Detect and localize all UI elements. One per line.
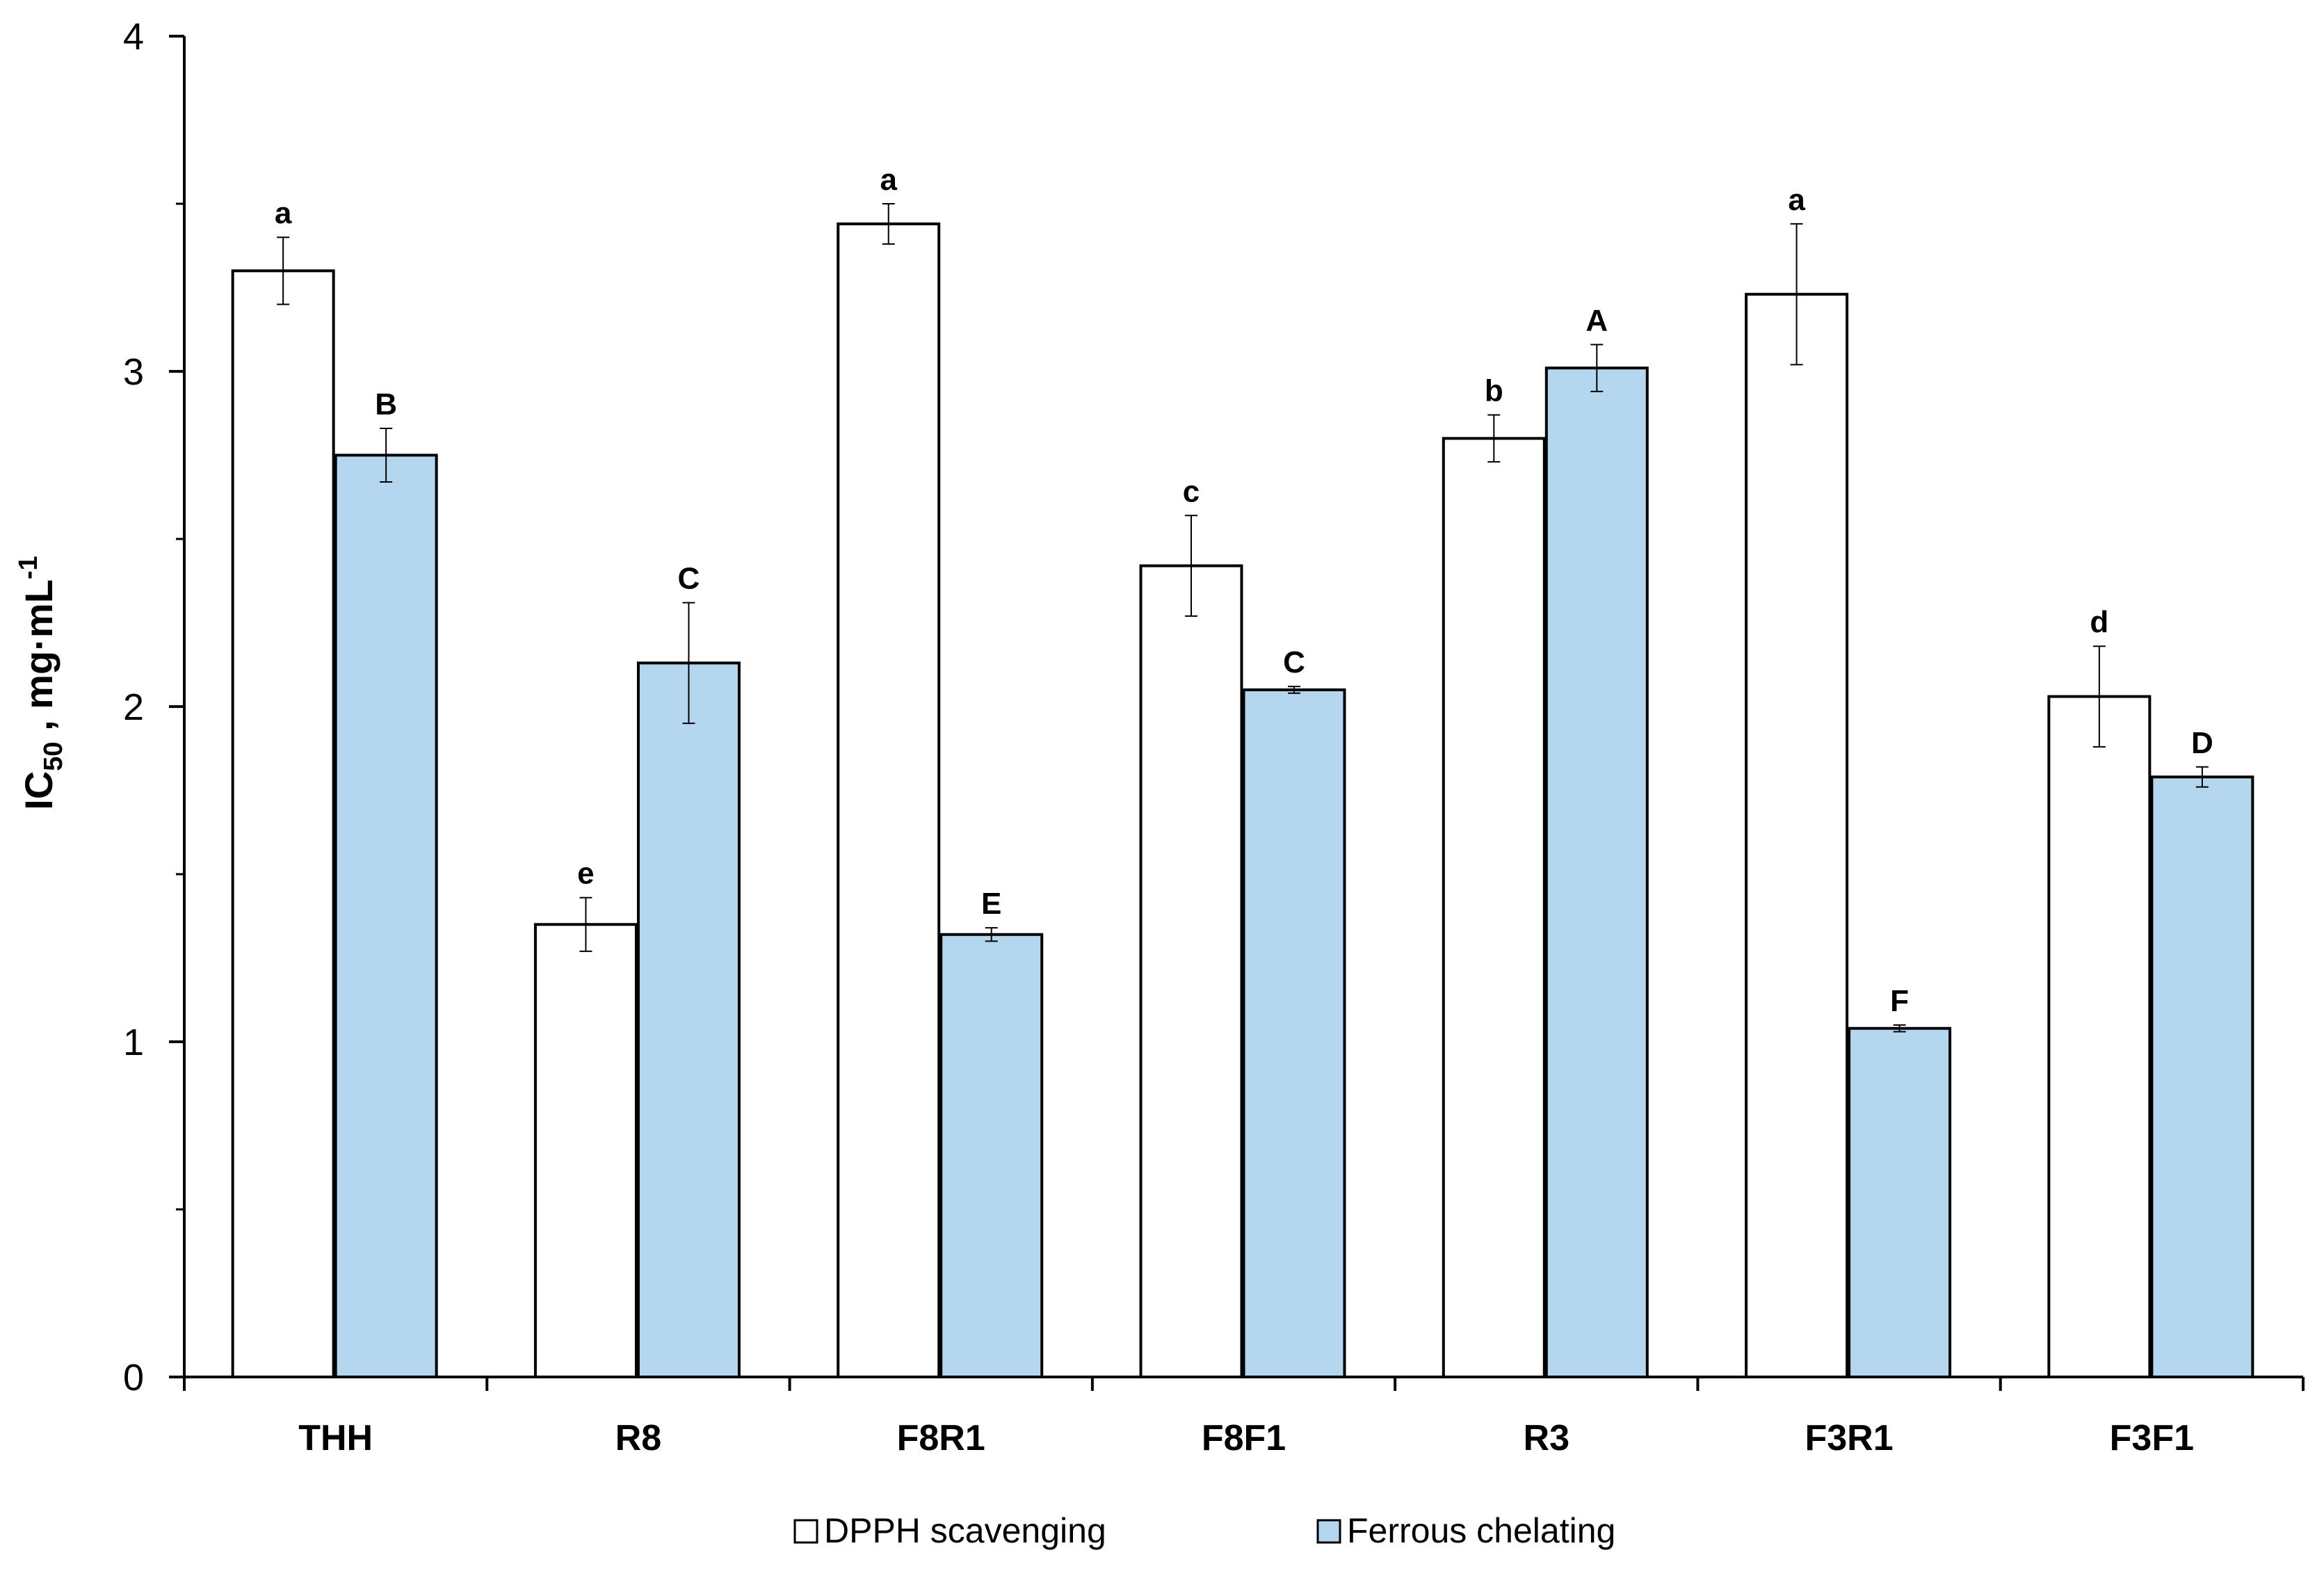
bar-dpph-f8f1 [1139, 564, 1243, 1378]
y-tick-label: 2 [123, 686, 144, 728]
legend-label-ferrous: Ferrous chelating [1347, 1511, 1615, 1550]
legend-swatch-ferrous [1316, 1519, 1341, 1544]
significance-letter: C [1283, 645, 1305, 679]
y-tick-label: 0 [123, 1357, 144, 1399]
significance-letter: E [981, 887, 1001, 921]
legend-swatch-dpph [793, 1519, 818, 1544]
significance-letter: a [880, 163, 897, 197]
x-tick-label-f3f1: F3F1 [2110, 1418, 2194, 1458]
legend: DPPH scavenging Ferrous chelating [793, 1511, 1615, 1550]
plot-area: a e a c b a d B C E C A F D [231, 163, 2254, 1379]
y-tick-label: 4 [123, 16, 144, 58]
significance-letter: C [678, 562, 700, 596]
significance-letter: F [1890, 984, 1909, 1018]
significance-letter: A [1585, 303, 1608, 337]
bar-ferrous-thh [334, 453, 438, 1378]
y-tick-label: 3 [123, 351, 144, 393]
significance-letter: a [275, 196, 292, 230]
significance-letter: e [577, 857, 594, 891]
bar-dpph-thh [231, 269, 335, 1378]
legend-label-dpph: DPPH scavenging [824, 1511, 1106, 1550]
x-tick-label-f8f1: F8F1 [1202, 1418, 1286, 1458]
x-tick-label-f8r1: F8R1 [897, 1418, 985, 1458]
significance-letter: B [375, 387, 397, 421]
bar-ferrous-r8 [636, 661, 741, 1379]
bar-ferrous-f3r1 [1848, 1026, 1952, 1378]
bar-ferrous-f8r1 [939, 933, 1044, 1378]
significance-letter: d [2090, 605, 2108, 639]
significance-letter: c [1183, 474, 1200, 508]
bar-dpph-f3r1 [1745, 293, 1849, 1378]
bar-dpph-r8 [533, 923, 638, 1379]
bar-ferrous-f8f1 [1242, 688, 1346, 1378]
y-axis-title: IC50 , mg·mL-1 [14, 556, 68, 809]
x-tick-label-f3r1: F3R1 [1805, 1418, 1893, 1458]
x-tick-label-r8: R8 [615, 1418, 661, 1458]
bar-ferrous-r3 [1544, 366, 1649, 1378]
x-tick-label-thh: THH [298, 1418, 373, 1458]
significance-letter: b [1485, 374, 1503, 408]
significance-letter: D [2191, 726, 2213, 760]
bar-dpph-f8r1 [837, 222, 941, 1378]
x-tick-label-r3: R3 [1524, 1418, 1569, 1458]
bar-ferrous-f3f1 [2150, 775, 2254, 1378]
y-tick-label: 1 [123, 1022, 144, 1063]
bar-dpph-f3f1 [2047, 695, 2152, 1378]
significance-letter: a [1788, 183, 1805, 217]
bar-dpph-r3 [1442, 437, 1546, 1378]
axes: 0 1 2 3 4 THH R8 F8R1 F8F1 R3 F3R1 F3F1 [123, 16, 2305, 1458]
